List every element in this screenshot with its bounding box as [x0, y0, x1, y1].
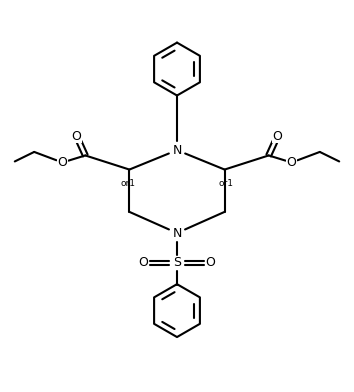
- Text: O: O: [57, 156, 67, 169]
- Text: O: O: [138, 256, 148, 269]
- Text: N: N: [172, 227, 182, 240]
- Text: N: N: [172, 143, 182, 157]
- Text: O: O: [287, 156, 297, 169]
- Text: or1: or1: [219, 179, 234, 188]
- Text: S: S: [173, 256, 181, 269]
- Text: O: O: [273, 130, 282, 143]
- Text: O: O: [72, 130, 81, 143]
- Text: O: O: [206, 256, 216, 269]
- Text: or1: or1: [120, 179, 135, 188]
